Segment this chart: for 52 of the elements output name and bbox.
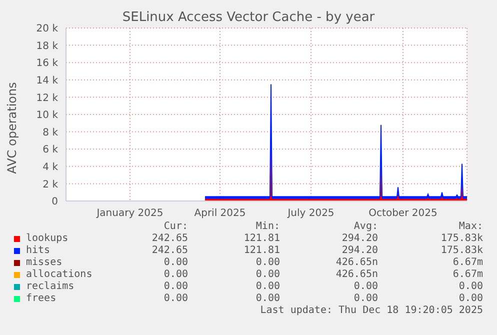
- text: 0.00: [256, 257, 280, 269]
- text: Min:: [256, 221, 280, 233]
- text: 426.65n: [336, 257, 378, 269]
- text: 0.00: [256, 269, 280, 281]
- legend-label: lookups: [26, 233, 68, 245]
- text: Avg:: [354, 221, 378, 233]
- y-tick-label: 10 k: [36, 110, 58, 122]
- text: Cur:: [164, 221, 188, 233]
- text: 121.81: [244, 245, 280, 257]
- legend-label: reclaims: [26, 281, 74, 293]
- text: 0.00: [256, 281, 280, 293]
- text: 0.00: [164, 257, 188, 269]
- text: Max:: [458, 221, 483, 233]
- text: 242.65: [152, 245, 188, 257]
- text: 0.00: [354, 281, 378, 293]
- chart-title: SELinux Access Vector Cache - by year: [121, 10, 376, 25]
- text: 0.00: [164, 269, 188, 281]
- y-tick-label: 0: [52, 196, 58, 208]
- text: 6.67m: [452, 257, 483, 269]
- text: 175.83k: [440, 245, 483, 257]
- y-tick-label: 20 k: [36, 24, 58, 35]
- legend-label: frees: [26, 293, 56, 305]
- y-tick-label: 6 k: [42, 144, 58, 156]
- legend-label: allocations: [26, 269, 92, 281]
- text: 121.81: [244, 233, 280, 245]
- text: 0.00: [458, 281, 483, 293]
- text: 0.00: [458, 293, 483, 305]
- y-tick-label: 18 k: [36, 40, 58, 52]
- y-tick-label: 14 k: [36, 75, 58, 86]
- text: 294.20: [342, 245, 378, 257]
- y-axis-title: AVC operations: [5, 82, 19, 174]
- text: 6.67m: [452, 269, 483, 281]
- text: 294.20: [342, 233, 378, 245]
- x-tick-label: April 2025: [194, 208, 246, 220]
- text: 0.00: [164, 293, 188, 305]
- legend-label: misses: [26, 257, 62, 269]
- y-tick-label: 8 k: [42, 127, 58, 138]
- text: 426.65n: [336, 269, 378, 281]
- text: 175.83k: [440, 233, 483, 245]
- y-tick-label: 16 k: [36, 58, 58, 70]
- x-tick-label: January 2025: [96, 208, 164, 220]
- y-tick-label: 4 k: [42, 162, 58, 173]
- text: 0.00: [354, 293, 378, 305]
- text: Last update: Thu Dec 18 19:20:05 2025: [260, 305, 483, 317]
- y-tick-label: 2 k: [42, 179, 58, 190]
- text: 242.65: [152, 233, 188, 245]
- y-tick-label: 12 k: [36, 92, 58, 104]
- legend-label: hits: [26, 245, 50, 257]
- x-tick-label: October 2025: [368, 208, 438, 220]
- text: 0.00: [256, 293, 280, 305]
- text: 0.00: [164, 281, 188, 293]
- x-tick-label: July 2025: [286, 208, 334, 220]
